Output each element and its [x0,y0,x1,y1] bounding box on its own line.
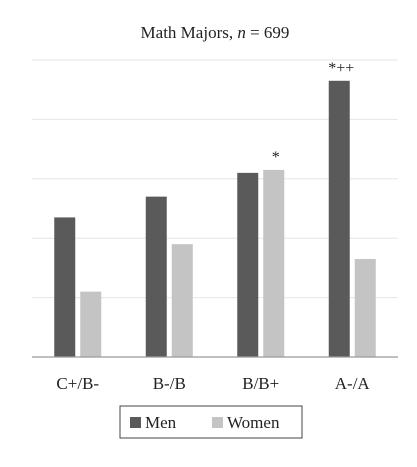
bar-men-4 [328,80,350,357]
legend-box [119,405,303,439]
legend: Men Women [119,405,303,439]
x-tick-labels: C+/B- B-/B B/B+ A-/A [56,374,370,393]
x-tick-label: B-/B [153,374,186,393]
bar-women-3 [263,169,285,357]
annotations: * *++ [272,60,355,166]
legend-label-men: Men [145,413,177,432]
bar-annotation: * [272,149,280,166]
legend-swatch-women [212,417,223,428]
legend-swatch-men [130,417,141,428]
bar-men-1 [54,217,76,357]
chart-title-main: Math Majors, [141,23,238,42]
bars [54,80,376,357]
legend-label-women: Women [227,413,280,432]
chart-title-italic: n [237,23,246,42]
x-tick-label: A-/A [335,374,371,393]
bar-women-2 [171,244,193,357]
x-tick-label: C+/B- [56,374,99,393]
bar-men-3 [237,172,259,357]
bar-women-1 [80,291,102,357]
chart-title: Math Majors, n = 699 [141,23,290,42]
chart-title-rest: = 699 [246,23,290,42]
x-tick-label: B/B+ [242,374,279,393]
bar-annotation: *++ [328,60,354,77]
bar-men-2 [145,196,167,357]
bar-women-4 [354,258,376,357]
